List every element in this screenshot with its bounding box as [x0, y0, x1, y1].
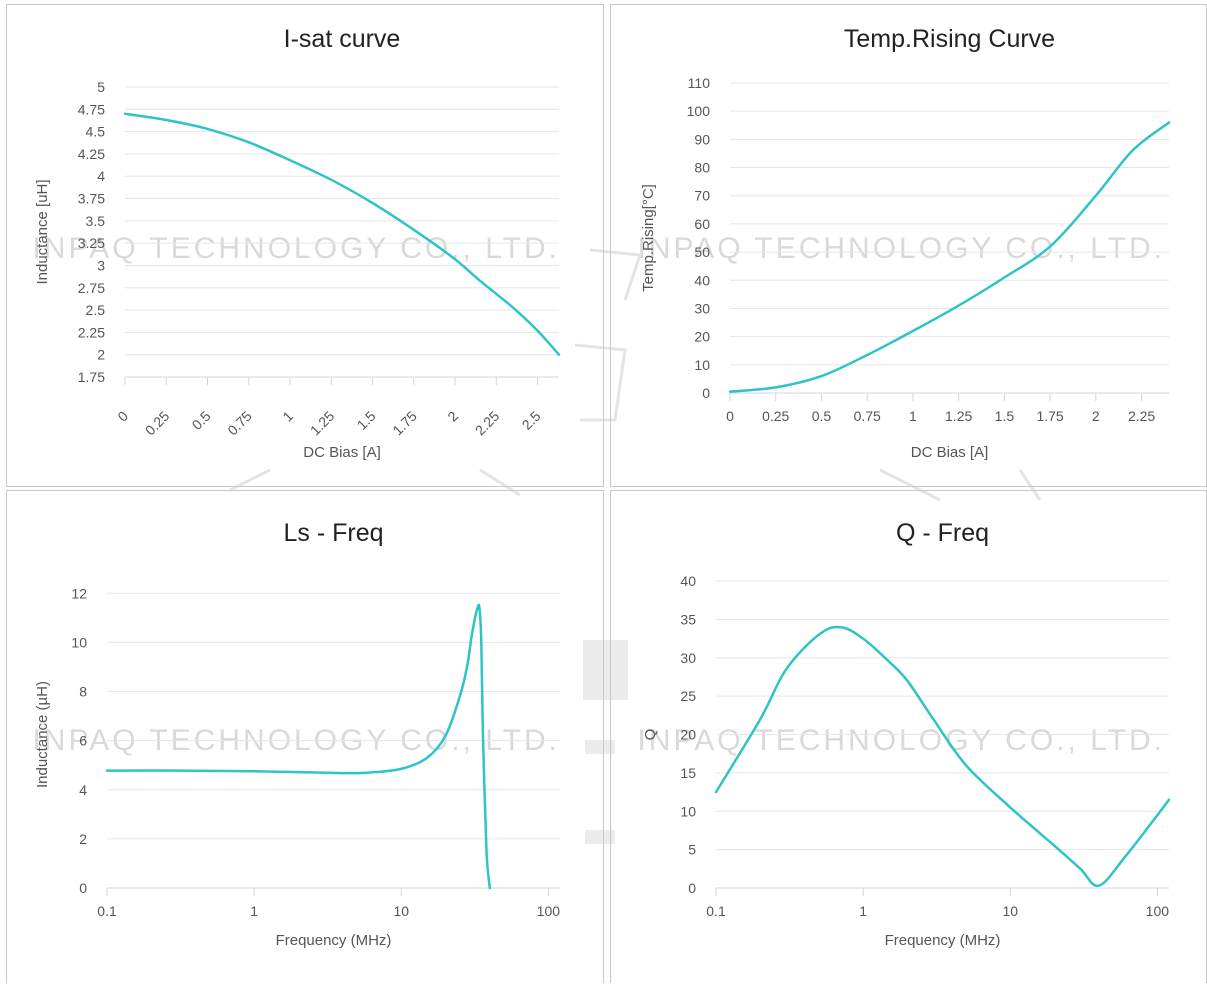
- x-tick-label: 1.5: [995, 408, 1015, 424]
- x-tick-label: 1: [859, 903, 867, 919]
- y-tick-label: 0: [688, 880, 696, 896]
- y-tick-label: 3.75: [78, 191, 105, 207]
- series-line: [728, 121, 1171, 393]
- x-tick-label: 2.25: [1128, 408, 1155, 424]
- y-tick-label: 80: [694, 160, 710, 176]
- temp-rising-chart: Temp.Rising Curve01020304050607080901001…: [640, 25, 1171, 461]
- x-tick-label: 2: [1092, 408, 1100, 424]
- y-tick-label: 4.25: [78, 146, 105, 162]
- ls-freq-chart: Ls - Freq 0 2 4 6 8 10 12 0.1 1 10 100 Frequency (MH…: [34, 519, 561, 949]
- x-tick-label: 0.1: [97, 903, 117, 919]
- y-tick-label: 90: [694, 131, 710, 147]
- y-axis-label: Inductance [uH]: [34, 179, 51, 284]
- x-tick-label: 2: [444, 408, 461, 425]
- chart-title: I-sat curve: [284, 25, 401, 53]
- y-tick-label: 30: [680, 650, 696, 666]
- x-tick-label: 0: [114, 408, 131, 425]
- x-tick-label: 0: [726, 408, 734, 424]
- chart-title: Temp.Rising Curve: [844, 25, 1055, 53]
- x-tick-label: 1.5: [354, 408, 379, 433]
- y-tick-label: 2.5: [86, 302, 106, 318]
- y-tick-label: 6: [79, 733, 87, 749]
- q-freq-chart: Q - Freq 0 5 10 15 20 25 30 35 40 0.1 1 10 100 Frequen…: [642, 519, 1171, 949]
- y-axis-label: Temp.Rising[°C]: [640, 184, 657, 292]
- x-tick-label: 0.25: [762, 408, 789, 424]
- x-tick-label: 100: [537, 903, 561, 919]
- y-tick-label: 100: [687, 103, 711, 119]
- x-tick-label: 10: [1002, 903, 1018, 919]
- chart-panel-q-freq: Q - Freq 0 5 10 15 20 25 30 35 40 0.1 1 10 100 Frequen…: [610, 490, 1207, 983]
- y-tick-label: 2.25: [78, 324, 105, 340]
- y-tick-label: 20: [694, 329, 710, 345]
- x-tick-label: 2.5: [519, 408, 544, 433]
- isat-chart: I-sat curve 1.75 2 2.25 2.5 2.75 3 3.25 3.5 3.75 4…: [34, 25, 561, 461]
- x-tick-label: 1: [279, 408, 296, 425]
- y-tick-label: 1.75: [78, 369, 105, 385]
- chart-title: Ls - Freq: [283, 519, 383, 547]
- y-tick-label: 12: [71, 585, 87, 601]
- series-line: [105, 603, 492, 890]
- y-tick-label: 4.5: [86, 124, 106, 140]
- x-axis-label: Frequency (MHz): [276, 932, 392, 949]
- y-tick-label: 3: [97, 257, 105, 273]
- series-line: [123, 112, 561, 356]
- x-tick-label: 1.75: [389, 408, 420, 439]
- y-tick-label: 3.5: [86, 213, 106, 229]
- y-tick-label: 4.75: [78, 101, 105, 117]
- y-axis-label: Q: [642, 729, 659, 741]
- y-tick-label: 4: [97, 168, 105, 184]
- y-axis-label: Inductance (µH): [34, 681, 51, 788]
- y-tick-label: 40: [680, 573, 696, 589]
- x-tick-label: 1.75: [1036, 408, 1063, 424]
- y-tick-label: 60: [694, 216, 710, 232]
- y-tick-label: 0: [79, 880, 87, 896]
- x-tick-label: 2.25: [472, 408, 503, 439]
- x-tick-label: 1.25: [945, 408, 972, 424]
- x-tick-label: 100: [1146, 903, 1170, 919]
- y-tick-label: 3.25: [78, 235, 105, 251]
- y-tick-label: 25: [680, 688, 696, 704]
- x-tick-label: 1.25: [307, 408, 338, 439]
- x-tick-label: 10: [393, 903, 409, 919]
- y-tick-label: 40: [694, 272, 710, 288]
- y-tick-label: 15: [680, 765, 696, 781]
- chart-title: Q - Freq: [896, 519, 989, 547]
- x-tick-label: 0.5: [189, 408, 214, 433]
- x-tick-label: 0.1: [706, 903, 726, 919]
- x-axis-label: DC Bias [A]: [911, 444, 989, 461]
- y-tick-label: 35: [680, 611, 696, 627]
- y-tick-label: 2: [79, 831, 87, 847]
- x-tick-label: 0.25: [142, 408, 173, 439]
- chart-panel-temp-rising: Temp.Rising Curve 0 10 20 30 40 50 60 70 80 90 100 1…: [610, 4, 1207, 487]
- y-tick-label: 50: [694, 244, 710, 260]
- y-tick-label: 8: [79, 684, 87, 700]
- y-tick-label: 2.75: [78, 280, 105, 296]
- y-tick-label: 5: [688, 842, 696, 858]
- series-line: [714, 625, 1171, 888]
- y-tick-label: 20: [680, 727, 696, 743]
- x-axis-label: DC Bias [A]: [303, 444, 381, 461]
- y-tick-label: 30: [694, 300, 710, 316]
- x-tick-label: 0.75: [854, 408, 881, 424]
- x-axis-label: Frequency (MHz): [885, 932, 1001, 949]
- chart-panel-isat: I-sat curve 1.75 2 2.25 2.5 2.75 3 3.25 3.5 3.75 4…: [6, 4, 604, 487]
- x-tick-label: 0.5: [812, 408, 832, 424]
- y-tick-label: 110: [688, 75, 711, 91]
- x-tick-label: 0.75: [224, 408, 255, 439]
- x-tick-label: 1: [250, 903, 258, 919]
- y-tick-label: 70: [694, 188, 710, 204]
- y-tick-label: 10: [694, 357, 710, 373]
- y-tick-label: 10: [680, 803, 696, 819]
- x-tick-label: 1: [909, 408, 917, 424]
- y-tick-label: 0: [702, 385, 710, 401]
- y-tick-label: 5: [97, 79, 105, 95]
- y-tick-label: 2: [97, 347, 105, 363]
- chart-panel-ls-freq: Ls - Freq 0 2 4 6 8 10 12 0.1 1 10 100 Frequency (MH…: [6, 490, 604, 983]
- y-tick-label: 10: [71, 634, 87, 650]
- y-tick-label: 4: [79, 782, 87, 798]
